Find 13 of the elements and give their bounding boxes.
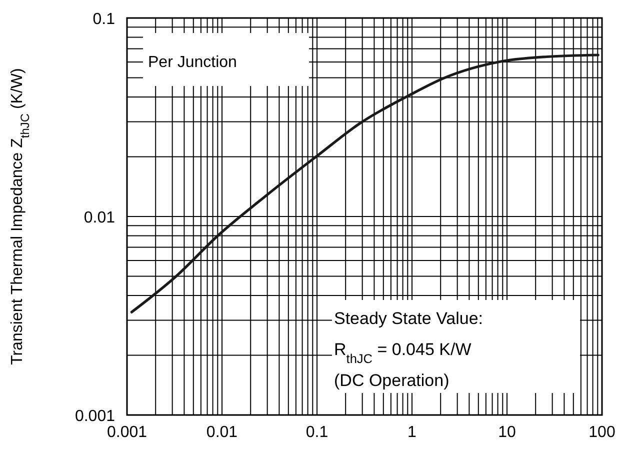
annotation: Steady State Value:: [334, 309, 484, 328]
y-tick-label: 0.01: [84, 210, 116, 226]
y-tick-label: 0.1: [92, 11, 116, 28]
annotation: R$_{thJC}$ = 0.045 K/W: [334, 340, 472, 366]
x-tick-label: 0.001: [106, 424, 148, 441]
annotation: (DC Operation): [334, 371, 450, 390]
x-tick-label: 10: [498, 424, 516, 441]
x-tick-label: 0.01: [206, 424, 238, 441]
x-tick-label: 100: [588, 424, 616, 441]
annotation: Per Junction: [148, 54, 237, 71]
x-tick-label: 1: [408, 424, 417, 441]
x-tick-label: 0.1: [306, 424, 328, 441]
y-tick-label: 0.001: [74, 408, 116, 425]
